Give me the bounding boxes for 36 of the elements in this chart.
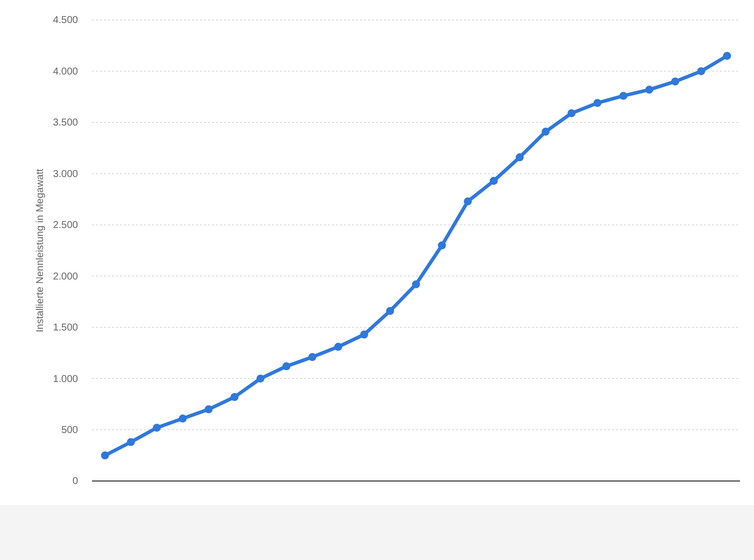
point [464, 197, 472, 206]
y-tick-label: 500 [61, 424, 78, 436]
point [723, 52, 732, 60]
y-tick-label: 0 [72, 476, 78, 488]
y-axis-title: Installierte Nennleistung in Megawatt [35, 168, 46, 332]
point [360, 330, 368, 338]
point [490, 176, 498, 185]
point [568, 109, 576, 118]
y-tick-label: 2.500 [52, 220, 78, 232]
point [412, 280, 420, 288]
point [282, 362, 290, 370]
y-tick-label: 2.000 [52, 271, 78, 282]
point [671, 77, 680, 86]
point [230, 393, 239, 401]
point [256, 374, 264, 383]
point [593, 99, 602, 107]
point [334, 342, 342, 351]
point [152, 424, 161, 432]
point [178, 414, 187, 422]
point [645, 86, 654, 94]
point [542, 128, 550, 136]
point [126, 438, 135, 446]
y-tick-label: 1.500 [52, 322, 78, 334]
y-tick-label: 3.000 [52, 168, 78, 180]
point [386, 306, 394, 315]
y-tick-label: 4.500 [52, 15, 78, 26]
y-tick-label: 4.000 [52, 66, 78, 78]
y-tick-label: 3.500 [52, 118, 78, 129]
point [204, 405, 213, 414]
point [100, 451, 109, 460]
point [438, 241, 446, 250]
y-tick-label: 1.000 [52, 374, 78, 385]
point [619, 92, 628, 100]
point [697, 67, 706, 76]
point [308, 353, 316, 362]
point [516, 153, 524, 162]
